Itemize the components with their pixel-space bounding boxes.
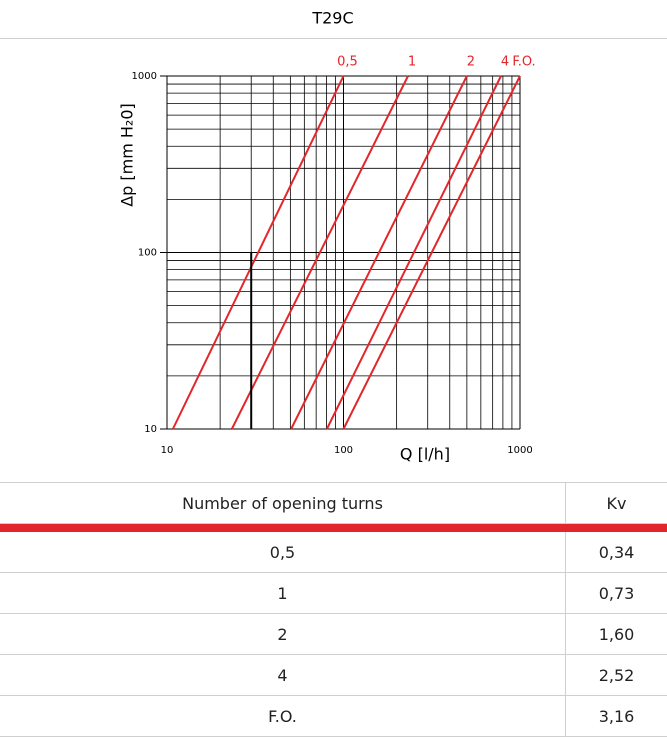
table-cell: F.O. bbox=[0, 695, 566, 737]
table-row: 0,5 0,34 bbox=[0, 532, 667, 573]
series-line bbox=[290, 75, 468, 430]
table-row: 1 0,73 bbox=[0, 572, 667, 614]
table-cell: 3,16 bbox=[565, 695, 667, 737]
column-header: Kv bbox=[565, 482, 667, 524]
y-tick-label: 100 bbox=[138, 248, 157, 259]
table-cell: 0,5 bbox=[0, 532, 566, 573]
y-tick-label: 10 bbox=[144, 424, 157, 435]
x-tick-label: 10 bbox=[161, 445, 174, 456]
accent-bar bbox=[0, 523, 667, 532]
table-cell: 1 bbox=[0, 572, 566, 614]
table-row: F.O. 3,16 bbox=[0, 695, 667, 737]
series-line bbox=[325, 75, 502, 430]
series-label: 2 bbox=[467, 55, 475, 70]
series-line bbox=[171, 75, 345, 430]
x-axis-label: Q [l/h] bbox=[400, 445, 450, 464]
table-row: 2 1,60 bbox=[0, 613, 667, 655]
series-label: F.O. bbox=[512, 55, 535, 70]
series-line bbox=[342, 75, 521, 430]
series-label: 1 bbox=[408, 55, 416, 70]
y-axis-label: Δp [mm H₂0] bbox=[118, 103, 137, 207]
series-line bbox=[230, 75, 409, 430]
x-tick-label: 1000 bbox=[507, 445, 532, 456]
table-cell: 2 bbox=[0, 613, 566, 655]
kv-table: Number of opening turns Kv 0,5 0,34 1 0,73 2 1… bbox=[0, 482, 667, 737]
y-tick-label: 1000 bbox=[132, 71, 157, 82]
column-header: Number of opening turns bbox=[0, 482, 566, 524]
table-cell: 0,73 bbox=[565, 572, 667, 614]
chart-area: T29C Q [l/h] Δp [mm H₂0] 10 100 1000 10 100 1… bbox=[0, 9, 667, 464]
series-label: 4 bbox=[501, 55, 509, 70]
table-cell: 4 bbox=[0, 654, 566, 696]
page-title: T29C bbox=[311, 9, 353, 28]
table-cell: 0,34 bbox=[565, 532, 667, 573]
series-label: 0,5 bbox=[337, 55, 358, 70]
table-cell: 2,52 bbox=[565, 654, 667, 696]
table-row: 4 2,52 bbox=[0, 654, 667, 696]
x-tick-label: 100 bbox=[334, 445, 353, 456]
table-cell: 1,60 bbox=[565, 613, 667, 655]
